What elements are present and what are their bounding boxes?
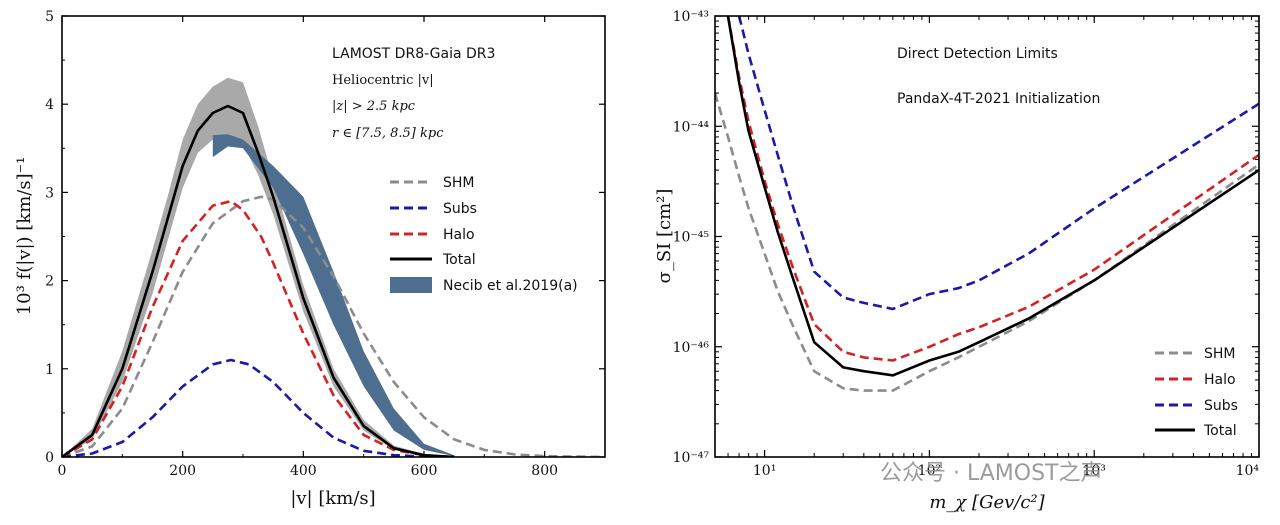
- y-tick-label: 2: [45, 274, 54, 290]
- right-chart: 10¹ 10² 10³ 10⁴ 10⁻⁴⁷ 10⁻⁴⁶ 10⁻⁴⁵ 10⁻⁴⁴ 10⁻⁴³ Di…: [654, 9, 1260, 513]
- annotation-title: Direct Detection Limits: [897, 46, 1058, 62]
- y-tick-label: 5: [45, 9, 54, 25]
- legend-swatch-necib: [390, 277, 432, 293]
- y-tick-label: 10⁻⁴³: [673, 9, 709, 25]
- left-y-axis-label: 10³ f(|v|) [km/s]⁻¹: [14, 157, 35, 316]
- legend-label-necib: Necib et al.2019(a): [443, 278, 578, 294]
- right-ticks: 10¹ 10² 10³ 10⁴ 10⁻⁴⁷ 10⁻⁴⁶ 10⁻⁴⁵ 10⁻⁴⁴ 10⁻⁴³: [673, 9, 1260, 479]
- x-tick-label: 400: [290, 463, 317, 479]
- legend-label-halo: Halo: [443, 227, 475, 243]
- y-tick-label: 3: [45, 185, 54, 201]
- legend-label-total: Total: [1203, 423, 1237, 439]
- y-tick-label: 10⁻⁴⁵: [673, 230, 710, 246]
- y-tick-label: 0: [45, 450, 54, 466]
- y-tick-label: 4: [45, 97, 54, 113]
- right-x-axis-label: m_χ [Gev/c²]: [929, 492, 1045, 513]
- annotation-z-cut: |z| > 2.5 kpc: [332, 99, 416, 114]
- y-tick-label: 10⁻⁴⁶: [673, 340, 710, 356]
- line-shm: [62, 195, 605, 457]
- watermark-text: 公众号 · LAMOST之声: [880, 461, 1103, 486]
- line-halo: [726, 16, 1259, 362]
- y-tick-label: 10⁻⁴⁴: [673, 119, 710, 135]
- right-legend: SHM Halo Subs Total: [1155, 346, 1238, 439]
- left-x-axis-label: |v| [km/s]: [290, 488, 375, 509]
- y-tick-label: 10⁻⁴⁷: [673, 450, 710, 466]
- annotation-survey: LAMOST DR8-Gaia DR3: [332, 46, 495, 62]
- x-tick-label: 600: [411, 463, 438, 479]
- x-tick-label: 800: [531, 463, 558, 479]
- right-plot-frame: [714, 15, 1260, 458]
- annotation-frame: Heliocentric |v|: [332, 73, 434, 88]
- legend-label-halo: Halo: [1204, 372, 1236, 388]
- y-tick-label: 1: [45, 362, 54, 378]
- line-total: [62, 104, 455, 457]
- x-tick-label: 10³: [1082, 463, 1105, 479]
- right-y-axis-label: σ_SI [cm²]: [654, 189, 675, 284]
- left-lines: [62, 104, 605, 457]
- line-shm: [715, 92, 1259, 392]
- legend-label-total: Total: [442, 252, 476, 268]
- line-subs: [62, 358, 455, 457]
- annotation-r-cut: r ∈ [7.5, 8.5] kpc: [332, 126, 444, 141]
- line-halo: [62, 199, 455, 457]
- legend-label-subs: Subs: [1204, 398, 1238, 414]
- x-tick-label: 10²: [918, 463, 941, 479]
- annotation-experiment: PandaX-4T-2021 Initialization: [897, 91, 1100, 107]
- legend-label-shm: SHM: [1204, 346, 1236, 362]
- line-total: [726, 16, 1259, 377]
- x-tick-label: 10⁴: [1236, 463, 1260, 479]
- left-ticks: 0 200 400 600 800 0 1 2 3 4 5: [45, 9, 605, 479]
- x-tick-label: 0: [58, 463, 67, 479]
- x-tick-label: 200: [169, 463, 196, 479]
- band-necib-et-al-2019-a: [212, 134, 455, 457]
- x-tick-label: 10¹: [753, 463, 776, 479]
- right-lines: [715, 16, 1259, 392]
- legend-label-shm: SHM: [443, 175, 475, 191]
- line-subs: [737, 16, 1259, 311]
- legend-label-subs: Subs: [443, 201, 477, 217]
- left-legend: SHM Subs Halo Total Necib et al.2019(a): [390, 175, 578, 294]
